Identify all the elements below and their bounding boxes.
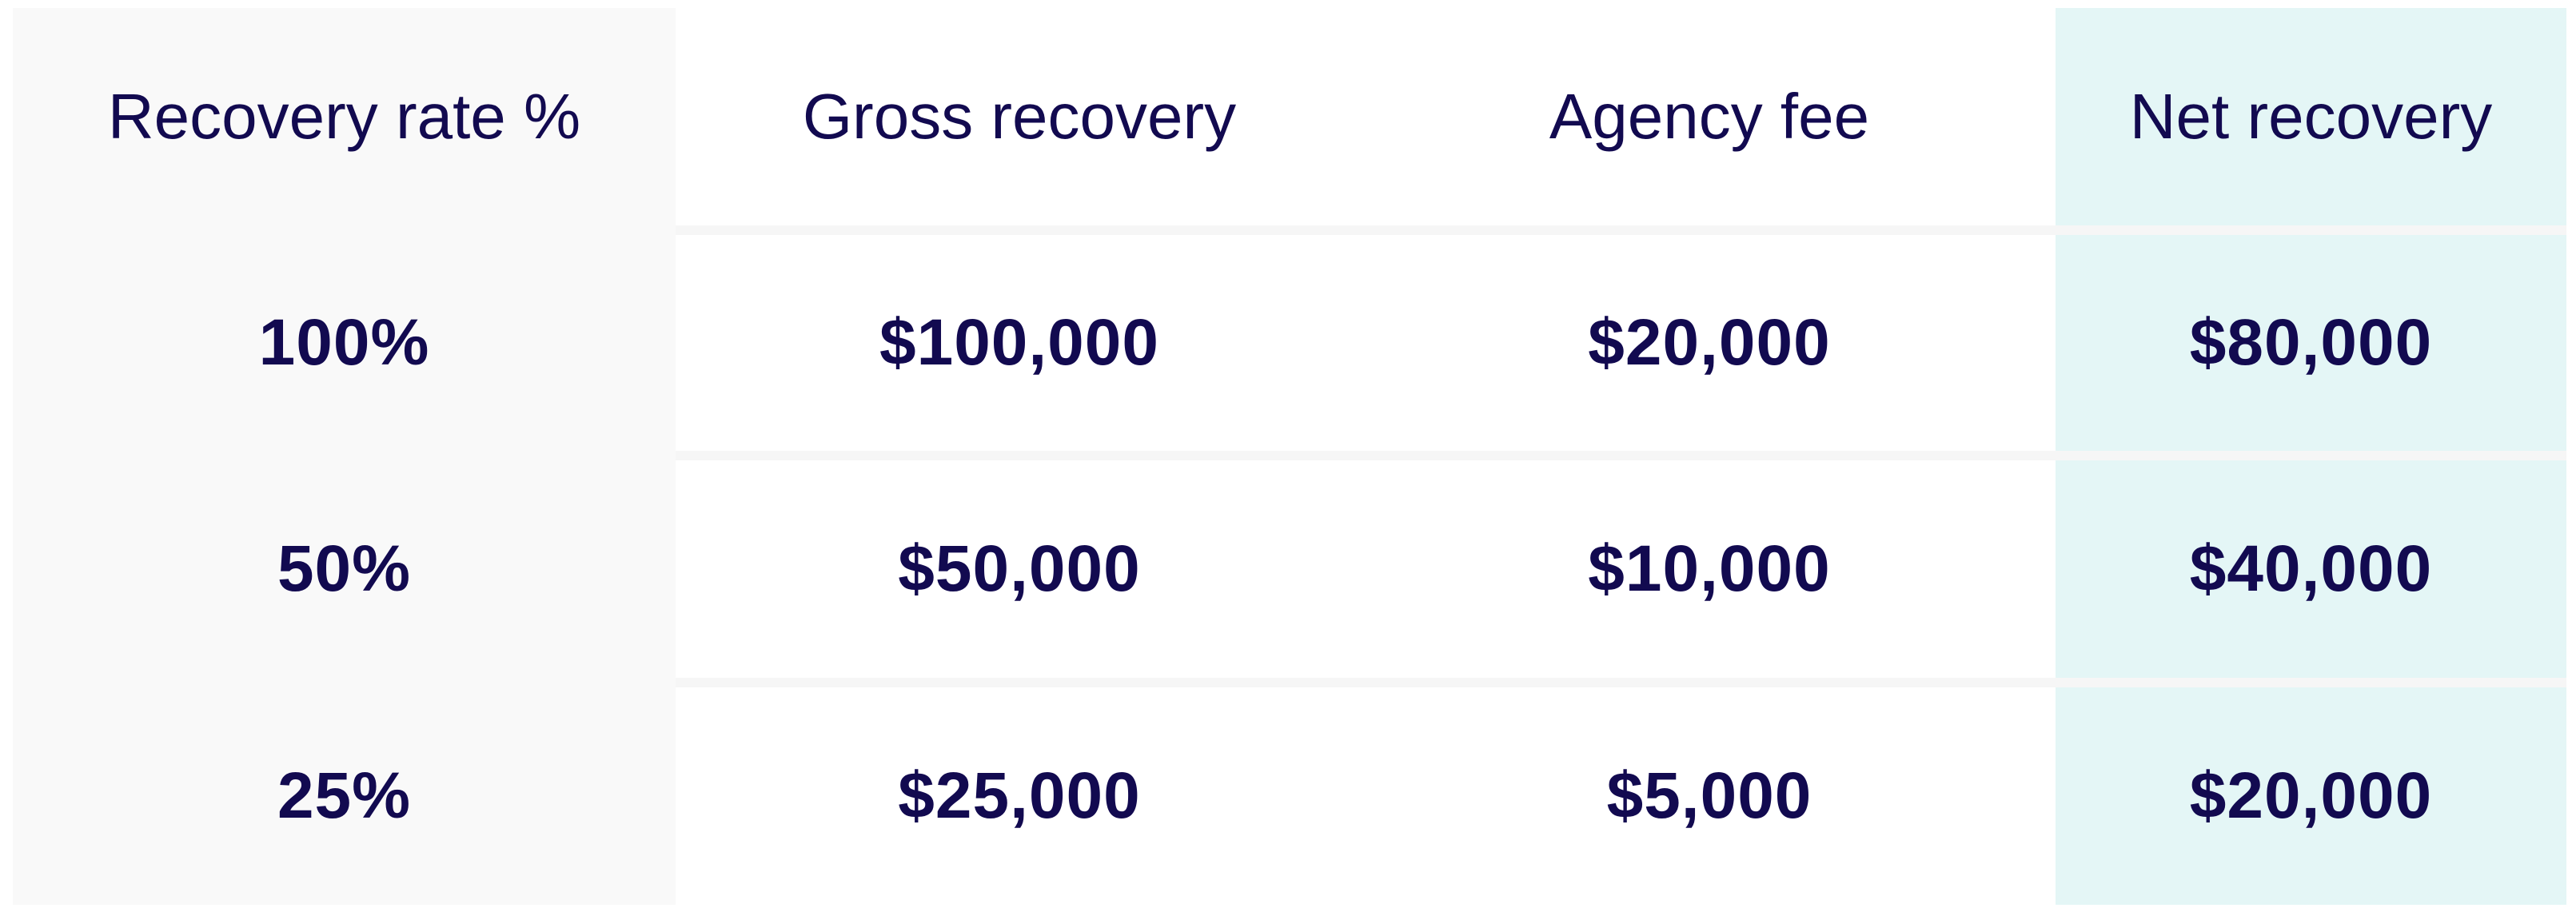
cell-gross-recovery: $50,000 bbox=[898, 532, 1141, 605]
header-gross-recovery: Gross recovery bbox=[802, 81, 1237, 152]
row-divider bbox=[2056, 451, 2566, 460]
cell-net-recovery: $20,000 bbox=[2056, 687, 2566, 905]
cell-net-recovery: $40,000 bbox=[2056, 460, 2566, 678]
row-divider bbox=[2056, 225, 2566, 235]
row-divider bbox=[13, 451, 676, 460]
row-divider bbox=[1363, 678, 2056, 687]
row-divider bbox=[676, 678, 1363, 687]
cell-recovery-rate: 100% bbox=[13, 235, 676, 451]
row-divider bbox=[676, 225, 1363, 235]
row-divider bbox=[13, 225, 676, 235]
cell-agency-fee: $5,000 bbox=[1606, 759, 1812, 832]
row-divider bbox=[1363, 451, 2056, 460]
cell-net-recovery: $80,000 bbox=[2056, 235, 2566, 451]
row-divider bbox=[1363, 225, 2056, 235]
cell-gross-recovery: $100,000 bbox=[879, 306, 1159, 379]
header-recovery-rate: Recovery rate % bbox=[13, 8, 676, 225]
header-agency-fee: Agency fee bbox=[1549, 81, 1870, 152]
cell-agency-fee: $20,000 bbox=[1588, 306, 1831, 379]
cell-gross-recovery: $25,000 bbox=[898, 759, 1141, 832]
cell-agency-fee: $10,000 bbox=[1588, 532, 1831, 605]
header-net-recovery: Net recovery bbox=[2056, 8, 2566, 225]
row-divider bbox=[676, 451, 1363, 460]
cell-recovery-rate: 50% bbox=[13, 460, 676, 678]
cell-recovery-rate: 25% bbox=[13, 687, 676, 905]
row-divider bbox=[2056, 678, 2566, 687]
row-divider bbox=[13, 678, 676, 687]
recovery-table: Recovery rate % Gross recovery Agency fe… bbox=[13, 8, 2566, 905]
